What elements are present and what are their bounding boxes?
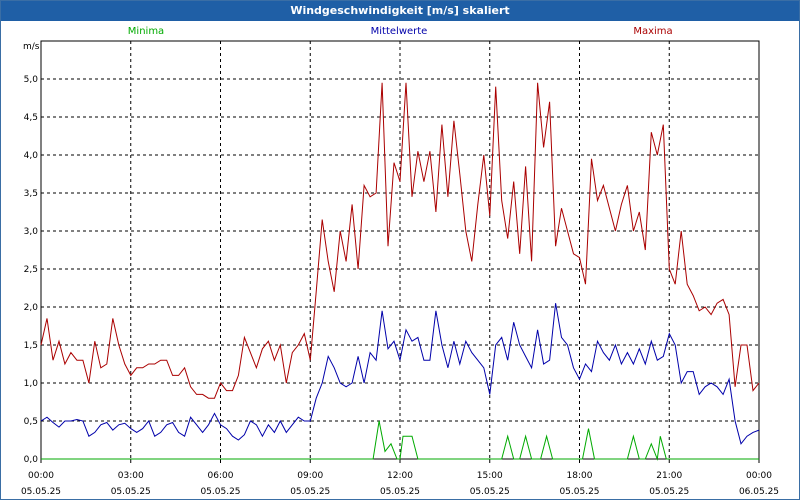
y-tick-label: 1,5 — [24, 341, 38, 351]
series-line-mittelwerte — [40, 303, 760, 445]
legend: Minima Mittelwerte Maxima — [128, 26, 673, 37]
x-tick-date: 05.05.25 — [649, 487, 689, 497]
grid — [40, 41, 760, 460]
x-tick-time: 18:00 — [567, 471, 593, 481]
x-tick-time: 12:00 — [387, 471, 413, 481]
y-tick-label: 4,0 — [24, 151, 39, 161]
x-tick-time: 15:00 — [477, 471, 503, 481]
x-tick-date: 05.05.25 — [111, 487, 151, 497]
legend-entry-mittelwerte: Mittelwerte — [371, 26, 428, 37]
x-tick-time: 06:00 — [208, 471, 234, 481]
x-tick-time: 00:00 — [28, 471, 54, 481]
y-tick-label: 2,0 — [24, 303, 39, 313]
x-tick-date: 05.05.25 — [470, 487, 510, 497]
y-tick-label: 4,5 — [24, 113, 38, 123]
y-tick-label: 3,5 — [24, 189, 38, 199]
x-tick-date: 05.05.25 — [21, 487, 61, 497]
y-tick-label: 0,5 — [24, 417, 38, 427]
y-tick-label: 0,0 — [24, 455, 39, 465]
series-line-minima — [41, 420, 759, 461]
x-tick-time: 21:00 — [656, 471, 682, 481]
y-tick-label: 1,0 — [24, 379, 39, 389]
series — [40, 82, 760, 461]
series-line-maxima — [40, 82, 760, 399]
x-tick-time: 00:00 — [746, 471, 772, 481]
y-tick-label: 2,5 — [24, 265, 38, 275]
legend-entry-maxima: Maxima — [633, 26, 672, 37]
axes: 0,0 0,5 1,0 1,5 2,0 2,5 3,0 3,5 4,0 4,5 5,0 m/s 00:0… — [21, 40, 779, 497]
legend-entry-minima: Minima — [128, 26, 164, 37]
window-title: Windgeschwindigkeit [m/s] skaliert — [1, 1, 799, 21]
x-tick-time: 03:00 — [118, 471, 144, 481]
x-tick-date: 06.05.25 — [739, 487, 779, 497]
x-tick-date: 05.05.25 — [290, 487, 330, 497]
y-axis-unit: m/s — [23, 42, 40, 52]
x-tick-time: 09:00 — [297, 471, 323, 481]
y-tick-label: 3,0 — [24, 227, 39, 237]
x-tick-date: 05.05.25 — [380, 487, 420, 497]
y-tick-label: 5,0 — [24, 75, 39, 85]
x-tick-date: 05.05.25 — [200, 487, 240, 497]
x-tick-date: 05.05.25 — [559, 487, 599, 497]
